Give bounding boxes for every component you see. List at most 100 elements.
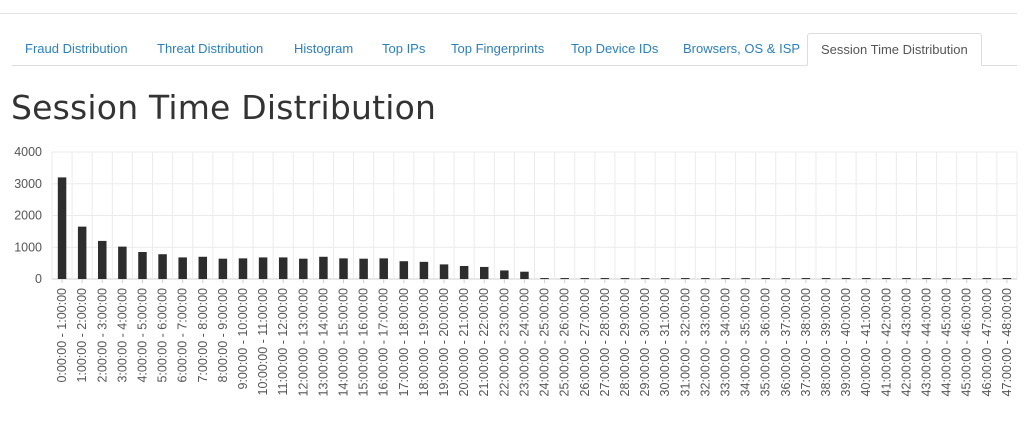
x-tick-label: 25:00:00 - 26:00:00 (558, 288, 572, 396)
x-tick-label: 13:00:00 - 14:00:00 (316, 288, 330, 396)
x-tick-label: 17:00:00 - 18:00:00 (397, 288, 411, 396)
y-tick-label: 2000 (14, 209, 42, 223)
y-tick-label: 1000 (14, 240, 42, 254)
x-tick-label: 27:00:00 - 28:00:00 (598, 288, 612, 396)
grid-lines (51, 151, 1018, 280)
x-tick-label: 6:00:00 - 7:00:00 (176, 288, 190, 383)
bar (138, 252, 147, 279)
bar (57, 177, 67, 279)
bar (801, 278, 811, 280)
bar (77, 226, 87, 279)
bar (761, 278, 770, 280)
bar (359, 258, 368, 279)
x-tick-label: 40:00:00 - 41:00:00 (859, 288, 873, 396)
x-tick-label: 21:00:00 - 22:00:00 (477, 288, 491, 396)
bar (681, 278, 690, 280)
bar (319, 256, 328, 279)
x-tick-label: 19:00:00 - 20:00:00 (437, 288, 451, 396)
x-tick-label: 4:00:00 - 5:00:00 (135, 288, 149, 383)
x-tick-label: 23:00:00 - 24:00:00 (517, 288, 531, 396)
x-tick-label: 29:00:00 - 30:00:00 (638, 288, 652, 396)
bar (1002, 278, 1012, 280)
bar (922, 278, 931, 280)
bar (218, 258, 228, 279)
bar (178, 257, 187, 279)
x-tick-label: 30:00:00 - 31:00:00 (658, 288, 672, 396)
x-tick-label: 16:00:00 - 17:00:00 (377, 288, 391, 396)
bar (339, 258, 348, 279)
x-tick-label: 46:00:00 - 47:00:00 (980, 288, 994, 396)
x-tick-label: 39:00:00 - 40:00:00 (839, 288, 853, 396)
bar (620, 278, 630, 280)
bar (198, 256, 208, 279)
bar (258, 257, 268, 279)
x-tick-label: 44:00:00 - 45:00:00 (940, 288, 954, 396)
bar (660, 278, 670, 280)
bar (278, 257, 288, 279)
x-tick-label: 9:00:00 - 10:00:00 (236, 288, 250, 390)
bar (560, 278, 569, 280)
x-tick-label: 12:00:00 - 13:00:00 (296, 288, 310, 396)
x-tick-label: 0:00:00 - 1:00:00 (55, 288, 69, 383)
x-tick-label: 35:00:00 - 36:00:00 (759, 288, 773, 396)
x-tick-label: 3:00:00 - 4:00:00 (115, 288, 129, 383)
bar (821, 278, 831, 280)
tab-histogram[interactable]: Histogram (294, 41, 354, 56)
x-tick-label: 47:00:00 - 48:00:00 (1000, 288, 1014, 396)
y-axis: 0 1000 2000 3000 4000 (14, 145, 42, 286)
x-tick-label: 14:00:00 - 15:00:00 (337, 288, 351, 396)
bar (942, 278, 951, 280)
x-tick-label: 11:00:00 - 12:00:00 (276, 288, 290, 396)
x-tick-label: 24:00:00 - 25:00:00 (538, 288, 552, 396)
x-tick-label: 18:00:00 - 19:00:00 (417, 288, 431, 396)
x-tick-label: 15:00:00 - 16:00:00 (357, 288, 371, 396)
x-tick-label: 22:00:00 - 23:00:00 (497, 288, 511, 396)
bar (861, 278, 871, 280)
bar (299, 258, 308, 279)
x-tick-label: 2:00:00 - 3:00:00 (95, 288, 109, 383)
top-divider (0, 13, 1017, 14)
bar (600, 278, 610, 280)
bar (238, 258, 248, 279)
tab-threat-distribution[interactable]: Threat Distribution (157, 41, 264, 56)
bar (781, 278, 791, 280)
bar (158, 254, 167, 279)
x-tick-label: 28:00:00 - 29:00:00 (618, 288, 632, 396)
page-title: Session Time Distribution (11, 88, 437, 127)
bar (982, 278, 992, 280)
bar (580, 278, 590, 280)
bar (500, 270, 509, 279)
bar (118, 246, 127, 279)
y-tick-label: 0 (35, 272, 42, 286)
tab-top-device-ids[interactable]: Top Device IDs (571, 41, 659, 56)
x-tick-label: 45:00:00 - 46:00:00 (960, 288, 974, 396)
bar (399, 261, 409, 279)
bar (540, 278, 549, 280)
y-tick-label: 4000 (14, 145, 42, 159)
bar (721, 278, 730, 280)
session-time-bar-chart: 0 1000 2000 3000 4000 0:00:00 - 1:00:00 1:00:… (14, 145, 1018, 396)
bar (459, 265, 469, 279)
x-tick-label: 33:00:00 - 34:00:00 (718, 288, 732, 396)
x-tick-label: 31:00:00 - 32:00:00 (678, 288, 692, 396)
tab-bar: Fraud Distribution Threat Distribution H… (12, 33, 1017, 66)
x-tick-label: 8:00:00 - 9:00:00 (216, 288, 230, 383)
bar (439, 264, 449, 279)
bar (419, 261, 429, 279)
tab-top-fingerprints[interactable]: Top Fingerprints (451, 41, 545, 56)
tab-top-ips[interactable]: Top IPs (382, 41, 426, 56)
tab-browsers-os-isp[interactable]: Browsers, OS & ISP (683, 41, 801, 56)
x-tick-label: 37:00:00 - 38:00:00 (799, 288, 813, 396)
bar (98, 240, 107, 279)
bar (882, 278, 891, 280)
tab-session-time-distribution[interactable]: Session Time Distribution (807, 33, 982, 66)
x-tick-label: 36:00:00 - 37:00:00 (779, 288, 793, 396)
bar (902, 278, 911, 280)
y-tick-label: 3000 (14, 177, 42, 191)
x-axis: 0:00:00 - 1:00:00 1:00:00 - 2:00:00 2:00:0… (55, 279, 1014, 396)
x-tick-label: 43:00:00 - 44:00:00 (920, 288, 934, 396)
tab-fraud-distribution[interactable]: Fraud Distribution (25, 41, 128, 56)
x-tick-label: 20:00:00 - 21:00:00 (457, 288, 471, 396)
x-tick-label: 26:00:00 - 27:00:00 (578, 288, 592, 396)
bar (379, 258, 388, 279)
